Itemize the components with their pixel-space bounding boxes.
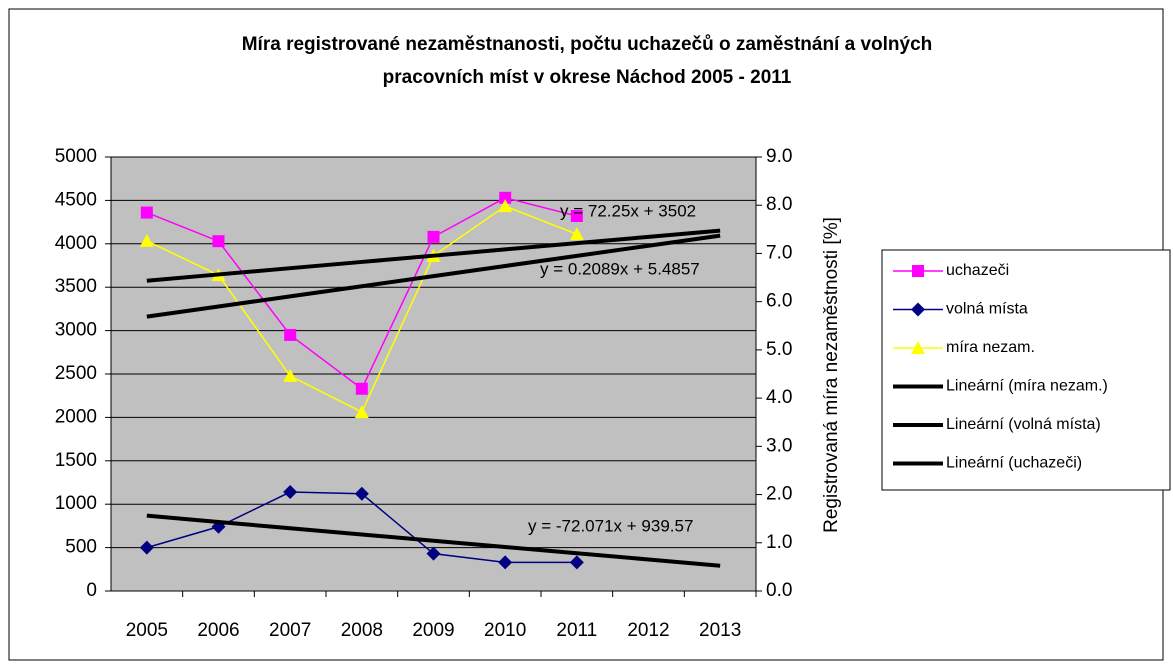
x-tick-label: 2011 bbox=[556, 620, 597, 641]
legend-label: míra nezam. bbox=[946, 339, 1035, 356]
legend-label: uchazeči bbox=[946, 262, 1009, 279]
x-tick-label: 2007 bbox=[269, 620, 311, 641]
trend-line bbox=[146, 228, 721, 283]
point bbox=[569, 227, 584, 241]
y2-tick-label: 6.0 bbox=[766, 291, 792, 312]
point bbox=[355, 382, 368, 395]
x-tick-label: 2008 bbox=[341, 620, 383, 641]
y2-tick-label: 4.0 bbox=[766, 387, 792, 408]
y-tick-label: 4500 bbox=[55, 189, 97, 210]
point bbox=[569, 555, 584, 570]
x-tick-label: 2009 bbox=[412, 620, 454, 641]
y-tick-label: 2500 bbox=[55, 363, 97, 384]
y2-tick-label: 1.0 bbox=[766, 532, 792, 553]
legend-marker bbox=[911, 302, 925, 317]
point bbox=[139, 233, 154, 247]
trend-equation: y = 0.2089x + 5.4857 bbox=[540, 259, 700, 278]
y-tick-label: 0 bbox=[86, 580, 97, 601]
y2-tick-label: 5.0 bbox=[766, 339, 792, 360]
point bbox=[212, 235, 225, 248]
legend-label: Lineární (volná místa) bbox=[946, 416, 1101, 433]
x-tick-label: 2013 bbox=[699, 620, 741, 641]
y2-tick-label: 7.0 bbox=[766, 242, 792, 263]
trend-equation: y = -72.071x + 939.57 bbox=[528, 516, 693, 535]
y2-tick-label: 0.0 bbox=[766, 580, 792, 601]
chart-title: pracovních míst v okrese Náchod 2005 - 2… bbox=[383, 67, 792, 88]
y-tick-label: 1500 bbox=[55, 450, 97, 471]
trend-line bbox=[146, 233, 721, 319]
point bbox=[354, 486, 369, 501]
legend-label: Lineární (míra nezam.) bbox=[946, 378, 1108, 395]
legend bbox=[881, 249, 1171, 491]
y-tick-label: 1000 bbox=[55, 493, 97, 514]
y-tick-label: 5000 bbox=[55, 146, 97, 167]
point bbox=[498, 199, 513, 213]
x-tick-label: 2010 bbox=[484, 620, 526, 641]
point bbox=[283, 485, 298, 500]
y2-tick-label: 9.0 bbox=[766, 146, 792, 167]
trend-equation: y = 72.25x + 3502 bbox=[560, 201, 696, 220]
legend-marker bbox=[912, 265, 924, 277]
point bbox=[140, 206, 153, 219]
y-tick-label: 500 bbox=[65, 537, 97, 558]
y2-tick-label: 2.0 bbox=[766, 484, 792, 505]
y2-axis-label: Registrovaná míra nezaměstnosti [%] bbox=[821, 217, 842, 533]
legend-label: volná místa bbox=[946, 301, 1028, 318]
x-tick-label: 2012 bbox=[627, 620, 669, 641]
point bbox=[498, 555, 513, 570]
x-tick-label: 2005 bbox=[126, 620, 168, 641]
point bbox=[427, 230, 440, 243]
y-tick-label: 3500 bbox=[55, 276, 97, 297]
chart-title: Míra registrované nezaměstnanosti, počtu… bbox=[242, 34, 933, 55]
y2-tick-label: 3.0 bbox=[766, 435, 792, 456]
y-tick-label: 4000 bbox=[55, 233, 97, 254]
legend-label: Lineární (uchazeči) bbox=[946, 455, 1082, 472]
point bbox=[139, 540, 154, 555]
point bbox=[426, 546, 441, 561]
x-tick-label: 2006 bbox=[197, 620, 239, 641]
legend-marker bbox=[911, 341, 925, 354]
y-tick-label: 2000 bbox=[55, 406, 97, 427]
point bbox=[283, 368, 298, 382]
y-tick-label: 3000 bbox=[55, 320, 97, 341]
point bbox=[570, 210, 583, 223]
point bbox=[354, 405, 369, 419]
point bbox=[284, 328, 297, 341]
trend-line bbox=[146, 513, 721, 568]
y2-tick-label: 8.0 bbox=[766, 194, 792, 215]
point bbox=[499, 191, 512, 204]
